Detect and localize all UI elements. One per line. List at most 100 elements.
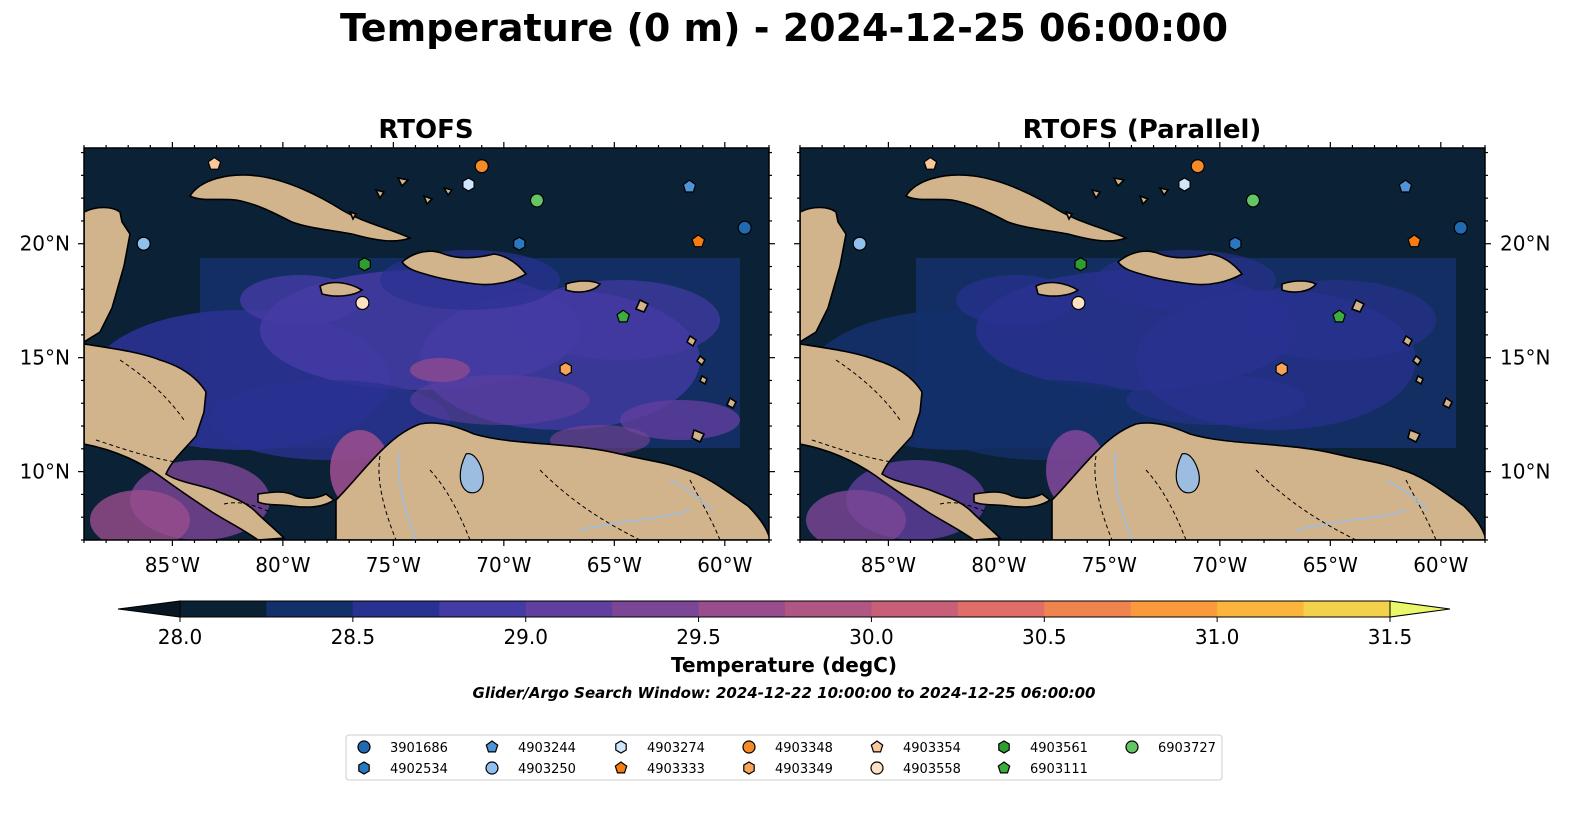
lon-tick-label: 65°W xyxy=(587,553,642,577)
lat-tick-label-right: 20°N xyxy=(1500,232,1550,256)
legend-item: 6903111 xyxy=(997,761,1088,777)
country-borders xyxy=(811,359,1437,540)
legend-item: 4902534 xyxy=(358,761,448,777)
colorbar-segment xyxy=(180,601,267,617)
lon-tick-label: 70°W xyxy=(1192,553,1247,577)
temperature-contour xyxy=(1126,375,1306,425)
platform-4903349 xyxy=(559,361,572,377)
legend-label: 4903274 xyxy=(647,741,705,756)
colorbar-segment xyxy=(352,601,440,617)
colorbar-segment xyxy=(871,601,959,617)
legend-marker xyxy=(614,761,628,774)
colorbar-tick-label: 30.5 xyxy=(1022,625,1067,649)
platform-4903333 xyxy=(1407,234,1422,248)
colorbar-frame xyxy=(179,600,1391,618)
map-panel-right xyxy=(799,147,1486,541)
lake xyxy=(1175,453,1200,494)
legend-label: 3901686 xyxy=(390,741,448,756)
lon-tick-label: 85°W xyxy=(145,553,200,577)
legend-label: 6903727 xyxy=(1158,741,1216,756)
panel-title-left: RTOFS xyxy=(378,115,473,145)
platform-6903111 xyxy=(616,309,631,323)
colorbar: 28.0 28.5 29.0 29.5 30.0 30.5 31.0 31.5 xyxy=(117,600,1451,649)
search-window-caption: Glider/Argo Search Window: 2024-12-22 10… xyxy=(473,684,1096,702)
legend-label: 4903349 xyxy=(775,762,833,777)
temperature-contour xyxy=(620,400,740,440)
colorbar-tick-label: 30.0 xyxy=(849,625,894,649)
legend-label: 6903111 xyxy=(1030,762,1088,777)
legend-item: 4903349 xyxy=(743,761,833,777)
legend-item: 4903561 xyxy=(998,740,1088,756)
legend-marker xyxy=(998,740,1010,754)
legend-item: 4903348 xyxy=(742,740,833,756)
platform-3901686 xyxy=(737,220,752,235)
legend-label: 4903333 xyxy=(647,762,705,777)
colorbar-segment xyxy=(1044,601,1132,617)
lon-tick-label: 60°W xyxy=(697,553,752,577)
lon-tick-label: 80°W xyxy=(255,553,310,577)
colorbar-segment xyxy=(1130,601,1218,617)
legend-marker xyxy=(1125,740,1139,754)
legend-label: 4903558 xyxy=(903,762,961,777)
legend-marker xyxy=(742,740,756,754)
colorbar-under-arrow xyxy=(117,600,181,618)
temperature-contour xyxy=(210,380,450,460)
legend-marker xyxy=(358,761,370,775)
map-frame xyxy=(83,147,770,541)
platform-4903561 xyxy=(358,257,371,272)
lat-tick-label-right: 10°N xyxy=(1500,460,1550,484)
legend-item: 4903558 xyxy=(870,761,961,777)
lat-tick-label-left: 15°N xyxy=(20,346,70,370)
figure-title: Temperature (0 m) - 2024-12-25 06:00:00 xyxy=(339,6,1229,50)
colorbar-tick-label: 31.0 xyxy=(1195,625,1240,649)
legend-marker xyxy=(357,740,371,754)
platform-legend: 3901686 4902534 4903244 4903250 4903274 49033… xyxy=(357,740,1216,777)
lake xyxy=(459,453,484,494)
lon-tick-label: 65°W xyxy=(1303,553,1358,577)
colorbar-tick-label: 31.5 xyxy=(1368,625,1413,649)
panel-title-right: RTOFS (Parallel) xyxy=(1023,115,1262,145)
platform-4903354 xyxy=(923,156,938,170)
lon-tick-label: 80°W xyxy=(971,553,1026,577)
colorbar-tick-label: 29.0 xyxy=(503,625,548,649)
map-panel-left xyxy=(83,147,770,541)
legend-marker xyxy=(743,761,755,775)
legend-marker xyxy=(485,761,499,775)
colorbar-label: Temperature (degC) xyxy=(671,653,897,677)
temperature-contour xyxy=(926,380,1166,460)
colorbar-segment xyxy=(612,601,700,617)
lon-tick-label: 70°W xyxy=(476,553,531,577)
lat-tick-label-right: 15°N xyxy=(1500,346,1550,370)
colorbar-segment xyxy=(1217,601,1305,617)
legend-marker xyxy=(615,740,627,754)
colorbar-segment xyxy=(1303,601,1391,617)
legend-label: 4903354 xyxy=(903,741,961,756)
legend-item: 4903354 xyxy=(870,740,961,756)
platform-4903561 xyxy=(1074,257,1087,272)
legend-item: 6903727 xyxy=(1125,740,1216,756)
platform-4903333 xyxy=(691,234,706,248)
legend-marker xyxy=(870,761,884,775)
lon-tick-label: 75°W xyxy=(1082,553,1137,577)
colorbar-segment xyxy=(698,601,786,617)
platform-4903348 xyxy=(474,159,489,174)
legend-item: 4903244 xyxy=(485,740,576,756)
temperature-contour xyxy=(410,375,590,425)
colorbar-tick-label: 28.0 xyxy=(158,625,203,649)
legend-label: 4903348 xyxy=(775,741,833,756)
colorbar-tick-label: 29.5 xyxy=(676,625,721,649)
legend-marker xyxy=(870,740,884,753)
platform-4903348 xyxy=(1190,159,1205,174)
temperature-contour xyxy=(410,358,470,382)
map-axis-labels: 85°W 80°W 75°W 70°W 65°W 60°W 20°N 15°N 10°N 85°W… xyxy=(20,142,1550,577)
platform-4902534 xyxy=(1229,236,1242,251)
colorbar-over-arrow xyxy=(1389,600,1451,618)
colorbar-segment xyxy=(785,601,872,617)
platform-4903558 xyxy=(355,295,370,311)
platform-4903274 xyxy=(1178,177,1191,192)
platform-4903274 xyxy=(462,177,475,192)
legend-item: 3901686 xyxy=(357,740,448,756)
platform-4903354 xyxy=(207,156,222,170)
platform-6903111 xyxy=(1332,309,1347,323)
